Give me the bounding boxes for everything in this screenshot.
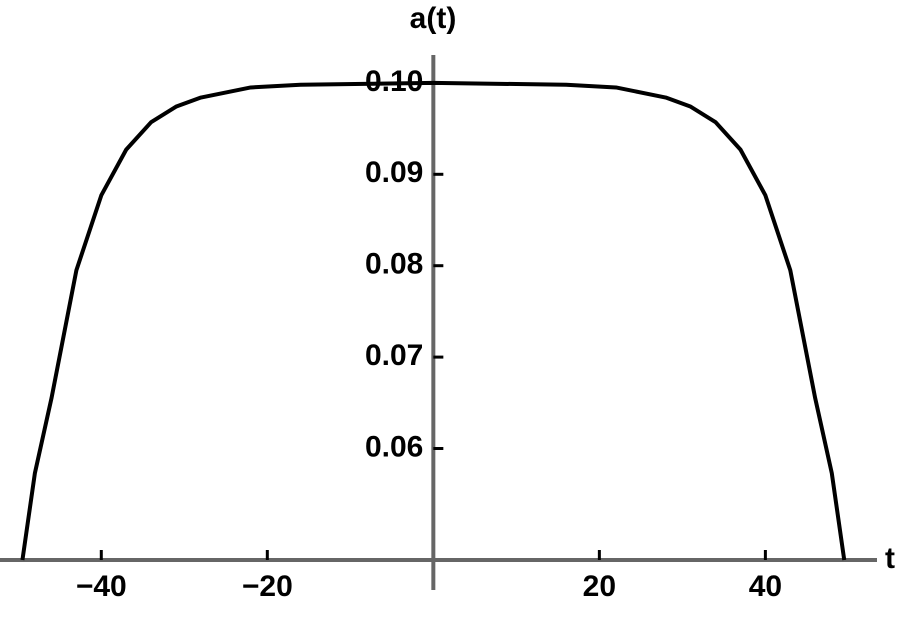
- x-axis-label: t: [885, 542, 895, 575]
- y-tick-label: 0.06: [365, 430, 423, 463]
- y-tick-label: 0.08: [365, 248, 423, 281]
- y-tick-label: 0.07: [365, 339, 423, 372]
- y-axis-label: a(t): [410, 2, 457, 35]
- y-tick-label: 0.09: [365, 156, 423, 189]
- x-tick-label: 40: [749, 570, 782, 603]
- x-tick-label: −40: [76, 570, 127, 603]
- x-tick-label: −20: [242, 570, 293, 603]
- data-line: [20, 80, 847, 561]
- x-tick-label: 20: [583, 570, 616, 603]
